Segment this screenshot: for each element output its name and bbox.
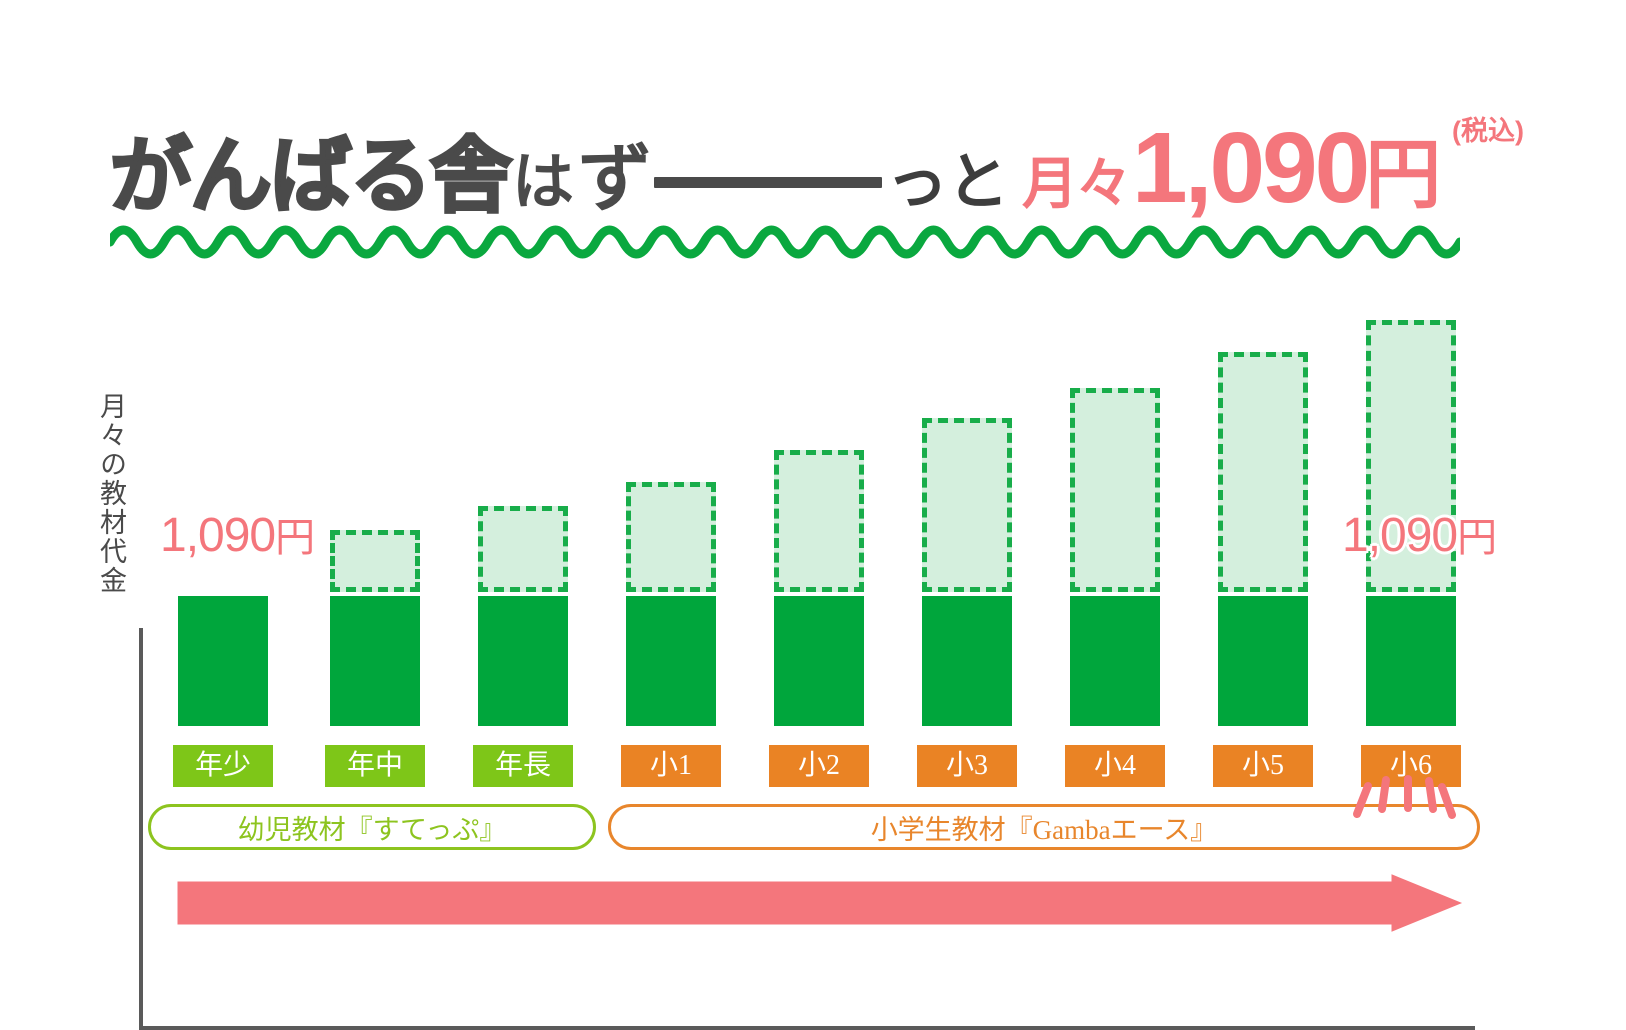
bar-solid-年少 — [178, 596, 268, 726]
bar-dashed-年中 — [330, 530, 420, 592]
bar-group-年長 — [478, 300, 568, 726]
headline-brand: がんばる舎 — [108, 131, 513, 222]
bracket-preschool-label: 幼児教材『すてっぷ』 — [237, 814, 507, 845]
headline-zu: ず — [578, 137, 653, 220]
bar-solid-年長 — [478, 596, 568, 726]
bar-dashed-小4 — [1070, 388, 1160, 592]
bar-dashed-年長 — [478, 506, 568, 592]
bar-group-小5 — [1218, 300, 1308, 726]
headline-price: 1,090 — [1132, 112, 1370, 224]
wavy-underline-decoration — [110, 225, 1460, 259]
price-annotation-left: 1,090円 — [160, 505, 315, 563]
headline-tax-note: (税込) — [1452, 116, 1524, 146]
bar-dashed-小1 — [626, 482, 716, 592]
sparkle-icon — [1353, 775, 1456, 819]
x-label-小3: 小3 — [917, 745, 1017, 787]
bar-solid-小1 — [626, 596, 716, 726]
bracket-preschool: 幼児教材『すてっぷ』 — [148, 804, 596, 850]
bracket-elementary-label: 小学生教材『Gambaエース』 — [870, 814, 1218, 845]
price-annotation-right: 1,090円 — [1342, 505, 1497, 563]
price-annotation-left-value: 1,090 — [160, 509, 276, 562]
bar-group-小6 — [1366, 300, 1456, 726]
x-axis-labels: 年少 年中 年長 小1 小2 小3 小4 小5 小6 — [0, 745, 1626, 793]
price-annotation-right-value: 1,090 — [1342, 509, 1458, 562]
bar-chart — [0, 300, 1626, 1030]
x-label-小4: 小4 — [1065, 745, 1165, 787]
bar-solid-小4 — [1070, 596, 1160, 726]
bar-group-年少 — [178, 300, 268, 726]
bar-solid-小5 — [1218, 596, 1308, 726]
bar-group-年中 — [330, 300, 420, 726]
headline-long-dash — [654, 177, 883, 188]
headline-wa: は — [512, 148, 575, 217]
x-label-小5: 小5 — [1213, 745, 1313, 787]
headline-tto: っと — [886, 148, 1009, 217]
flat-price-arrow — [176, 872, 1466, 934]
bar-dashed-小5 — [1218, 352, 1308, 592]
headline-yen: 円 — [1365, 133, 1442, 218]
x-label-年中: 年中 — [325, 745, 425, 787]
x-axis-line — [139, 1026, 1475, 1030]
bar-solid-小3 — [922, 596, 1012, 726]
bar-solid-小2 — [774, 596, 864, 726]
bar-group-小1 — [626, 300, 716, 726]
price-annotation-right-yen: 円 — [1457, 516, 1497, 560]
bars-container — [0, 300, 1626, 860]
headline-monthly: 月々 — [1022, 152, 1132, 215]
bar-dashed-小3 — [922, 418, 1012, 592]
bar-group-小4 — [1070, 300, 1160, 726]
price-annotation-left-yen: 円 — [275, 516, 315, 560]
bar-dashed-小2 — [774, 450, 864, 592]
x-label-小1: 小1 — [621, 745, 721, 787]
y-axis-line — [139, 628, 143, 1028]
bar-group-小3 — [922, 300, 1012, 726]
bar-dashed-小6 — [1366, 320, 1456, 592]
y-axis-label: 月々の教材代金 — [96, 392, 126, 595]
bar-solid-小6 — [1366, 596, 1456, 726]
bar-solid-年中 — [330, 596, 420, 726]
x-label-年長: 年長 — [473, 745, 573, 787]
x-label-小2: 小2 — [769, 745, 869, 787]
headline: がんばる舎 は ず っと 月々 1,090 円 (税込) — [108, 106, 1530, 224]
x-label-年少: 年少 — [173, 745, 273, 787]
bracket-elementary: 小学生教材『Gambaエース』 — [608, 804, 1480, 850]
infographic-root: がんばる舎 は ず っと 月々 1,090 円 (税込) — [0, 106, 1626, 1030]
bar-group-小2 — [774, 300, 864, 726]
